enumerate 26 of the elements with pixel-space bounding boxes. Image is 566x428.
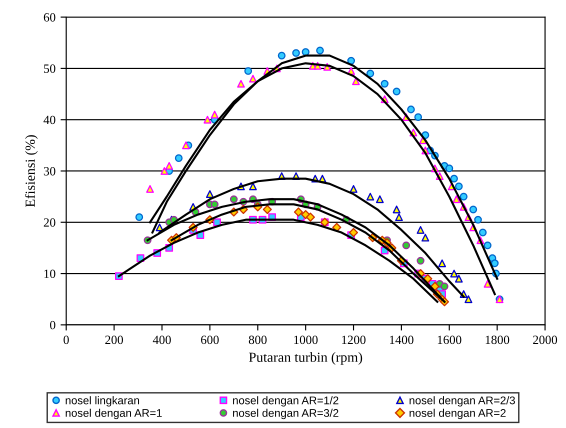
y-tick-label: 0 bbox=[50, 320, 56, 330]
y-tick-label: 50 bbox=[44, 64, 56, 73]
legend-label: nosel lingkaran bbox=[66, 396, 140, 407]
y-tick-label: 20 bbox=[44, 218, 56, 227]
x-tick-label: 800 bbox=[248, 336, 267, 344]
y-tick-label: 30 bbox=[44, 167, 56, 176]
x-tick-label: 0 bbox=[64, 336, 69, 344]
x-tick-label: 1000 bbox=[294, 336, 318, 344]
x-tick-label: 400 bbox=[152, 336, 171, 344]
x-tick-label: 1400 bbox=[390, 336, 414, 344]
legend-label: nosel dengan AR=1/2 bbox=[233, 396, 338, 407]
x-tick-label: 600 bbox=[201, 336, 219, 344]
x-tick-label: 1800 bbox=[486, 336, 510, 344]
legend-label: nosel dengan AR=2/3 bbox=[410, 396, 515, 407]
x-tick-label: 200 bbox=[105, 336, 124, 344]
legend-label: nosel dengan AR=1 bbox=[66, 408, 162, 420]
y-axis-title: Efisiensi (%) bbox=[25, 135, 38, 208]
y-tick-label: 60 bbox=[44, 13, 56, 22]
y-tick-label: 40 bbox=[44, 116, 56, 124]
x-tick-label: 1200 bbox=[342, 336, 366, 344]
x-tick-label: 1600 bbox=[438, 336, 462, 344]
x-tick-label: 2000 bbox=[533, 336, 558, 344]
legend-label: nosel dengan AR=3/2 bbox=[233, 408, 338, 420]
legend-label: nosel dengan AR=2 bbox=[410, 408, 506, 420]
x-axis-title: Putaran turbin (rpm) bbox=[248, 352, 362, 365]
y-tick-label: 10 bbox=[44, 270, 56, 278]
